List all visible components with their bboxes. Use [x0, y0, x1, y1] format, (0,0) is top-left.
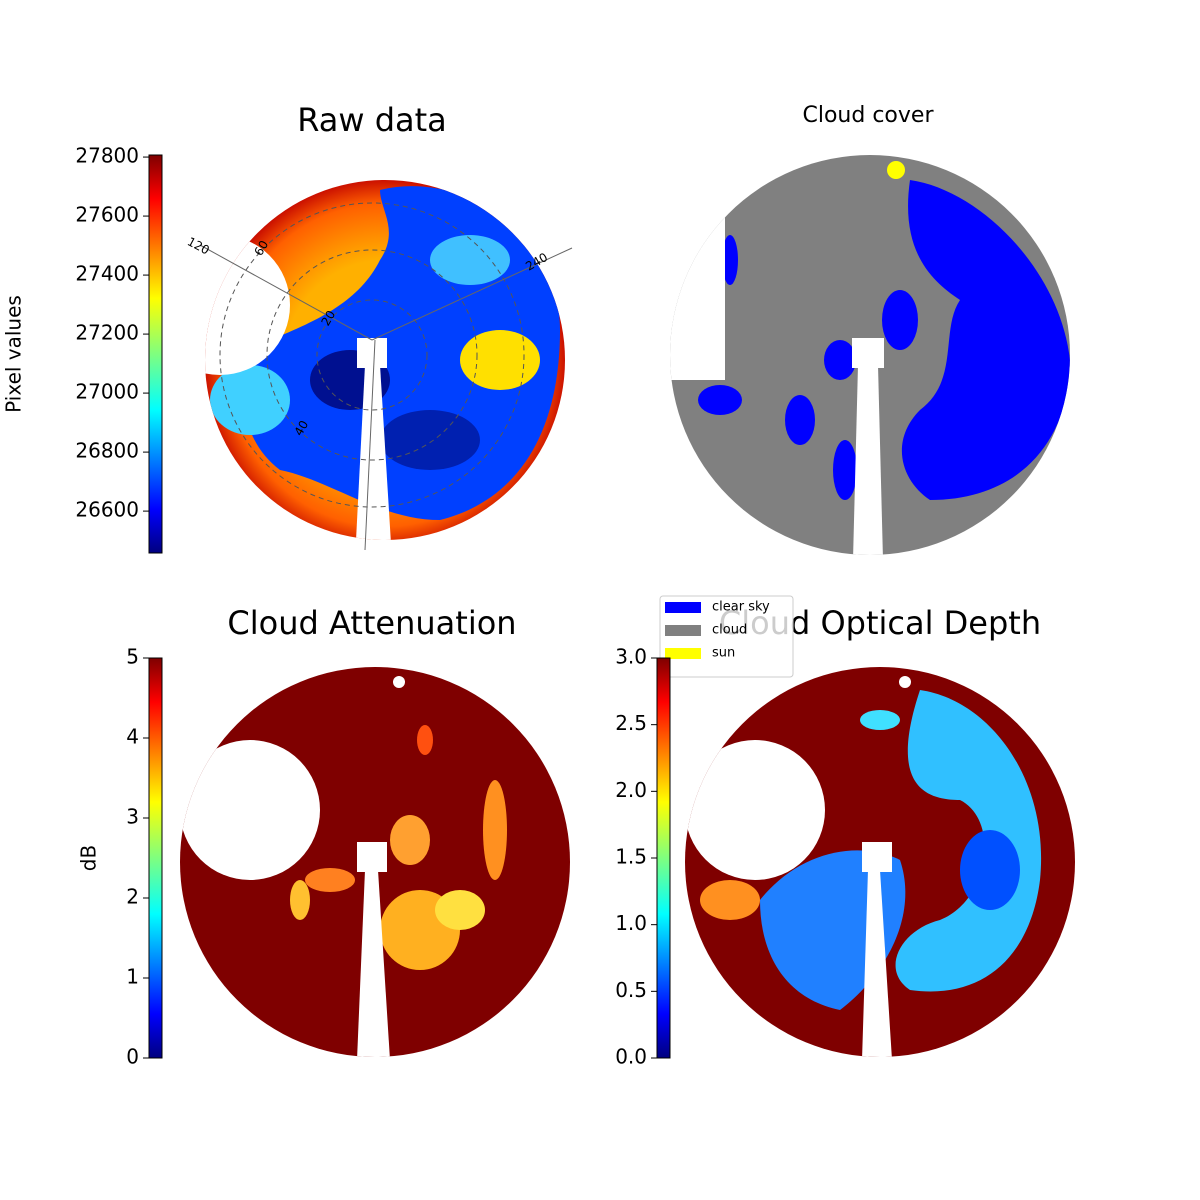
tick-label: 1 — [126, 965, 139, 989]
legend-label: clear sky — [712, 600, 770, 615]
tick-label: 26800 — [75, 439, 139, 463]
colorbar — [656, 657, 671, 1059]
panel-title: Raw data — [297, 101, 447, 139]
tick-label: 2.5 — [615, 711, 647, 735]
colorbar — [148, 154, 163, 554]
panel-title: Cloud Attenuation — [227, 604, 516, 642]
tick-label: 27000 — [75, 380, 139, 404]
attenuation-image — [180, 667, 570, 1057]
polar-label: 20 — [319, 308, 339, 328]
colorbar — [148, 657, 163, 1059]
tick-label: 27400 — [75, 262, 139, 286]
tick-label: 0.0 — [615, 1045, 647, 1069]
legend-label: cloud — [712, 623, 747, 638]
polar-label: 120 — [185, 234, 212, 257]
tick-label: 27200 — [75, 321, 139, 345]
tick-label: 3 — [126, 805, 139, 829]
cloud-cover-image — [670, 155, 1070, 555]
tick-label: 1.0 — [615, 911, 647, 935]
tick-label: 2.0 — [615, 778, 647, 802]
raw-image — [205, 180, 565, 540]
legend-swatch — [665, 625, 701, 636]
colorbar-label: dB — [77, 845, 101, 871]
tick-label: 3.0 — [615, 645, 647, 669]
tick-label: 27600 — [75, 203, 139, 227]
colorbar-label: Pixel values — [2, 295, 26, 413]
tick-label: 5 — [126, 645, 139, 669]
tick-label: 4 — [126, 725, 139, 749]
tick-label: 2 — [126, 885, 139, 909]
polar-grid — [219, 202, 525, 508]
tick-label: 0 — [126, 1045, 139, 1069]
polar-label: 60 — [252, 238, 272, 258]
tick-label: 26600 — [75, 498, 139, 522]
polar-axes — [199, 244, 573, 551]
optical-depth-image — [685, 667, 1075, 1057]
tick-label: 27800 — [75, 144, 139, 168]
legend-swatch — [665, 648, 701, 659]
tick-label: 0.5 — [615, 978, 647, 1002]
legend-label: sun — [712, 646, 735, 661]
panel-title: Cloud cover — [803, 103, 935, 128]
legend-swatch — [665, 602, 701, 613]
tick-label: 1.5 — [615, 845, 647, 869]
polar-label: 40 — [292, 418, 312, 438]
